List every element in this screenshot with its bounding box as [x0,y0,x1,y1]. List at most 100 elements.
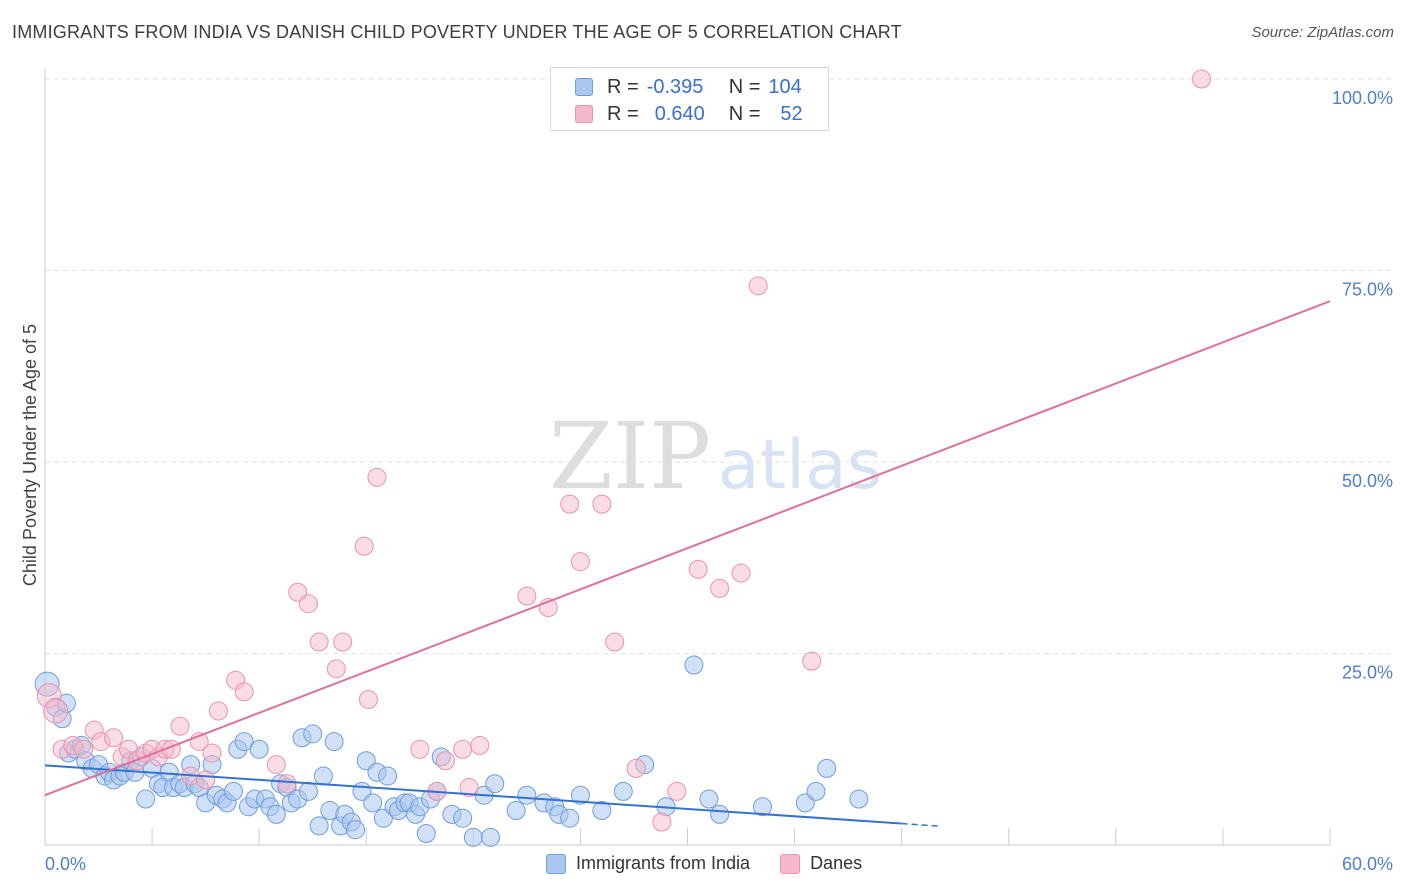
y-tick-label: 50.0% [1342,471,1393,491]
data-point-india [303,724,323,744]
data-point-danes [667,781,687,801]
bottom-legend-label-danes: Danes [810,853,863,873]
data-point-india [517,785,537,805]
data-point-danes [43,698,69,724]
data-point-danes [435,751,455,771]
data-point-danes [592,494,612,514]
y-tick-label: 75.0% [1342,280,1393,300]
y-tick-label: 100.0% [1332,88,1393,108]
data-point-danes [652,812,672,832]
data-point-india [752,797,772,817]
data-point-danes [802,651,822,671]
trend-line-danes [44,300,1331,797]
legend: R = -0.395 N = 104 R = 0.640 N = 52 [550,67,829,131]
data-point-india [570,785,590,805]
data-point-danes [170,716,190,736]
data-point-danes [410,739,430,759]
legend-n-value-india: 104 [768,75,802,98]
legend-r-label: R = [607,102,639,125]
legend-r-label: R = [607,75,639,98]
data-point-india [485,774,505,794]
data-point-danes [234,682,254,702]
bottom-legend-swatch-india [546,853,566,874]
legend-n-label: N = [728,75,761,98]
data-point-india [249,739,269,759]
x-tick-label-right: 60.0% [1342,854,1393,874]
data-point-danes [74,739,94,759]
data-point-danes [688,559,708,579]
watermark-atlas: atlas [718,426,882,505]
legend-n-label: N = [728,102,761,125]
legend-row-india: R = -0.395 N = 104 [575,74,802,100]
data-point-india [699,789,719,809]
data-point-india [136,789,156,809]
data-point-danes [298,594,318,614]
data-point-india [266,804,286,824]
tick-labels: 25.0% 50.0% 75.0% 100.0% 0.0% 60.0% [45,88,1393,874]
data-point-danes [560,494,580,514]
data-point-india [453,808,473,828]
legend-n-value-danes: 52 [780,102,803,125]
data-point-danes [202,743,222,763]
bottom-legend: Immigrants from India Danes [546,853,862,874]
data-point-danes [367,467,387,487]
data-point-india [817,758,837,778]
data-point-india [378,766,398,786]
y-tick-label: 25.0% [1342,663,1393,683]
data-point-danes [358,689,378,709]
data-point-india [506,801,526,821]
data-point-danes [748,276,768,296]
data-point-india [480,827,500,847]
data-point-danes [570,552,590,572]
data-point-danes [326,659,346,679]
data-point-india [710,804,730,824]
data-point-danes [470,735,490,755]
data-point-danes [277,774,297,794]
data-point-danes [626,758,646,778]
data-point-danes [731,563,751,583]
data-point-india [298,781,318,801]
x-tick-label-left: 0.0% [45,854,86,874]
data-point-india [324,732,344,752]
data-point-india [234,732,254,752]
data-point-india [849,789,869,809]
gridlines [45,78,1392,654]
data-point-india [346,820,366,840]
data-point-india [684,655,704,675]
trend-lines [44,300,1331,828]
data-point-india [363,793,383,813]
source-label: Source: ZipAtlas.com [1251,24,1394,41]
data-point-india [416,824,436,844]
data-point-india [223,781,243,801]
trend-line-india [44,764,902,825]
data-point-danes [459,778,479,798]
data-point-danes [104,728,124,748]
data-point-danes [453,739,473,759]
watermark: ZIP atlas [549,403,882,510]
data-point-danes [333,632,353,652]
data-point-india [309,816,329,836]
data-point-india [592,801,612,821]
data-point-danes [710,578,730,598]
series-danes [36,69,1211,832]
data-point-india [560,808,580,828]
watermark-zip: ZIP [549,403,711,510]
data-point-danes [208,701,228,721]
bottom-legend-label-india: Immigrants from India [576,853,751,873]
data-point-india [613,781,633,801]
data-point-danes [354,536,374,556]
data-point-india [463,827,483,847]
legend-swatch-india [575,78,593,96]
data-point-danes [517,586,537,606]
legend-row-danes: R = 0.640 N = 52 [575,101,803,127]
legend-swatch-danes [575,105,593,123]
data-point-danes [1192,69,1211,89]
y-axis-label: Child Poverty Under the Age of 5 [20,324,40,586]
data-point-india [806,781,826,801]
bottom-legend-swatch-danes [780,853,801,874]
data-point-india [313,766,333,786]
legend-r-value-danes: 0.640 [654,102,705,125]
data-point-danes [266,755,286,775]
data-point-danes [309,632,329,652]
